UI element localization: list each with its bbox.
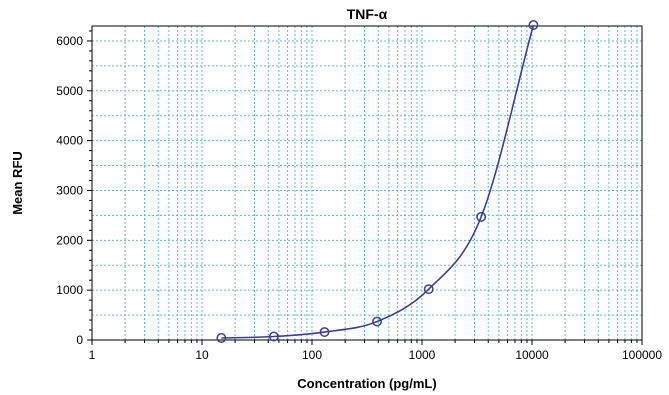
x-axis: 1 10 100 1000 10000 100000 bbox=[89, 340, 662, 362]
y-tick-label: 3000 bbox=[56, 183, 83, 197]
x-axis-title: Concentration (pg/mL) bbox=[297, 376, 436, 391]
y-tick-label: 4000 bbox=[56, 134, 83, 148]
data-point bbox=[216, 333, 227, 343]
data-point bbox=[319, 327, 330, 337]
y-tick-label: 2000 bbox=[56, 233, 83, 247]
grid bbox=[92, 26, 642, 340]
y-tick-label: 6000 bbox=[56, 34, 83, 48]
fit-curve bbox=[221, 24, 535, 339]
x-tick-label: 100000 bbox=[622, 348, 662, 362]
data-point bbox=[268, 331, 279, 342]
y-tick-label: 1000 bbox=[56, 283, 83, 297]
plot-frame bbox=[91, 25, 643, 341]
y-axis: 0 1000 2000 3000 4000 5000 6000 bbox=[56, 30, 92, 347]
data-point bbox=[423, 284, 434, 295]
x-tick-label: 10000 bbox=[515, 348, 549, 362]
data-points bbox=[216, 20, 539, 343]
data-point bbox=[476, 211, 487, 222]
x-tick-label: 1000 bbox=[409, 348, 436, 362]
x-tick-label: 100 bbox=[302, 348, 322, 362]
data-point bbox=[372, 316, 382, 327]
x-tick-label: 1 bbox=[89, 348, 96, 362]
chart-title: TNF-α bbox=[347, 6, 388, 22]
data-point bbox=[528, 20, 539, 30]
y-tick-label: 0 bbox=[76, 333, 83, 347]
x-tick-label: 10 bbox=[195, 348, 209, 362]
y-axis-title: Mean RFU bbox=[10, 151, 25, 215]
y-tick-label: 5000 bbox=[56, 84, 83, 98]
